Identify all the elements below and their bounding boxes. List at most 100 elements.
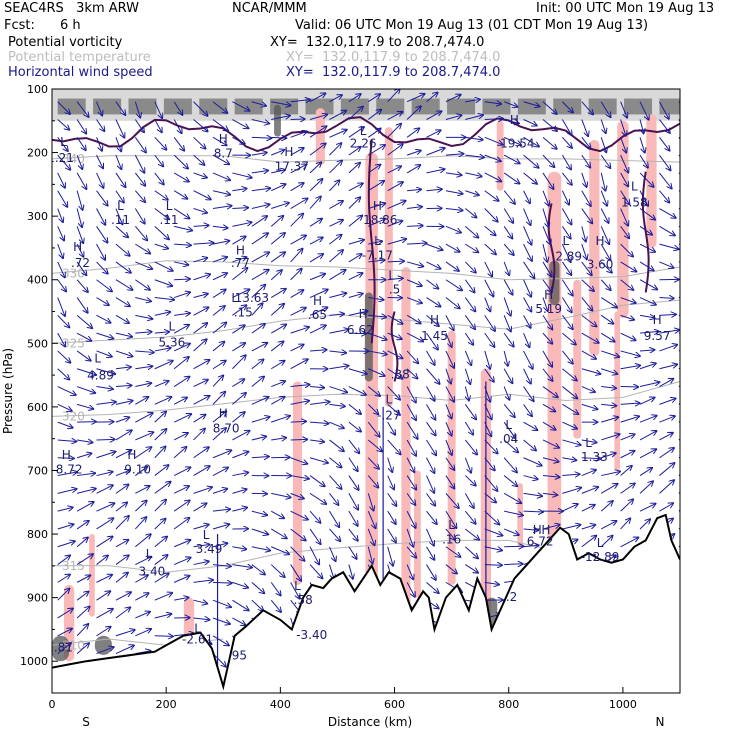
wind-vector bbox=[523, 332, 530, 347]
wind-vector bbox=[542, 403, 555, 411]
wind-vector bbox=[290, 214, 303, 227]
wind-vector bbox=[523, 404, 532, 416]
wind-vector bbox=[309, 510, 320, 523]
wind-vector bbox=[368, 350, 387, 354]
wind-vector bbox=[561, 243, 570, 262]
wind-vector bbox=[193, 487, 212, 494]
wind-vector bbox=[639, 101, 649, 120]
wind-vector bbox=[135, 486, 149, 494]
theta-contour-label: 325 bbox=[62, 336, 85, 350]
pv-label: H bbox=[653, 313, 662, 327]
wind-vector bbox=[290, 131, 307, 138]
wind-vector bbox=[193, 600, 208, 603]
wind-vector bbox=[57, 403, 72, 410]
pv-label: L bbox=[146, 547, 153, 561]
wind-vector bbox=[639, 350, 654, 351]
wind-vector bbox=[484, 565, 502, 566]
wind-vector bbox=[193, 466, 210, 476]
wind-vector bbox=[57, 440, 77, 441]
wind-vector bbox=[232, 452, 248, 459]
wind-vector bbox=[115, 430, 132, 441]
wind-vector bbox=[76, 403, 93, 409]
wind-vector bbox=[445, 261, 459, 271]
wind-vector bbox=[57, 489, 77, 494]
wind-vector bbox=[523, 350, 533, 369]
wind-vector bbox=[581, 350, 596, 359]
wind-vector bbox=[659, 298, 673, 299]
wind-vector bbox=[290, 235, 306, 245]
wind-vector bbox=[154, 101, 162, 118]
wind-vector bbox=[329, 293, 346, 299]
wind-vector bbox=[620, 350, 640, 356]
wind-vector bbox=[465, 386, 469, 401]
wind-vector bbox=[212, 617, 230, 624]
wind-vector bbox=[76, 137, 86, 150]
wind-vector bbox=[212, 361, 226, 370]
wind-vector bbox=[329, 386, 347, 393]
wind-vector bbox=[135, 279, 149, 290]
pv-label: L bbox=[60, 135, 67, 149]
wind-vector bbox=[523, 457, 542, 466]
wind-vector bbox=[135, 557, 151, 566]
wind-vector bbox=[57, 421, 73, 428]
wind-vector bbox=[406, 151, 421, 156]
pv-label: .11 bbox=[159, 213, 178, 227]
wind-vector bbox=[270, 582, 280, 595]
wind-vector bbox=[193, 415, 206, 423]
wind-vector bbox=[387, 475, 394, 490]
wind-vector bbox=[464, 439, 477, 455]
wind-vector bbox=[678, 279, 680, 281]
wind-vector bbox=[96, 226, 108, 242]
wind-vector bbox=[76, 575, 90, 583]
wind-vector bbox=[542, 297, 548, 311]
wind-vector bbox=[368, 203, 385, 210]
wind-vector bbox=[678, 438, 680, 441]
wind-vector bbox=[464, 404, 476, 419]
wind-vector bbox=[387, 239, 406, 245]
wind-vector bbox=[329, 439, 343, 451]
wind-vector bbox=[212, 411, 226, 423]
wind-vector bbox=[600, 501, 612, 512]
wind-vector bbox=[96, 172, 104, 188]
wind-vector bbox=[581, 314, 597, 326]
wind-vector bbox=[76, 607, 90, 619]
wind-vector bbox=[310, 350, 327, 351]
wind-vector bbox=[154, 261, 173, 271]
wind-vector bbox=[367, 386, 380, 396]
wind-vector bbox=[620, 537, 639, 548]
wind-vector bbox=[309, 307, 327, 316]
wind-vector bbox=[639, 172, 654, 187]
wind-vector bbox=[232, 508, 247, 512]
wind-vector bbox=[57, 332, 65, 346]
pv-label: L bbox=[194, 622, 201, 636]
wind-vector bbox=[154, 519, 166, 530]
wind-vector bbox=[542, 119, 557, 131]
wind-vector bbox=[678, 243, 680, 245]
wind-vector bbox=[135, 383, 151, 388]
wind-vector bbox=[445, 386, 454, 402]
high-pv-patch bbox=[234, 98, 263, 115]
wind-vector bbox=[251, 170, 268, 172]
x-tick-label: 1000 bbox=[609, 698, 637, 711]
wind-vector bbox=[193, 307, 209, 316]
wind-vector bbox=[542, 525, 560, 530]
wind-vector bbox=[309, 274, 325, 281]
wind-vector bbox=[251, 188, 270, 190]
y-axis-label: Pressure (hPa) bbox=[1, 348, 15, 434]
wind-vector bbox=[561, 119, 571, 136]
wind-vector bbox=[678, 509, 680, 512]
wind-vector bbox=[154, 614, 172, 619]
wind-vector bbox=[659, 463, 674, 476]
wind-vector bbox=[368, 368, 384, 376]
wind-vector bbox=[659, 399, 675, 405]
wind-vector bbox=[426, 404, 436, 419]
wind-vector bbox=[503, 332, 513, 346]
wind-vector bbox=[290, 492, 304, 498]
pv-label: L bbox=[597, 536, 604, 550]
wind-vector bbox=[309, 126, 326, 138]
wind-vector bbox=[57, 507, 73, 512]
wind-vector bbox=[232, 393, 246, 405]
wind-vector bbox=[76, 190, 82, 210]
wind-vector bbox=[251, 581, 264, 593]
wind-vector bbox=[445, 510, 457, 528]
